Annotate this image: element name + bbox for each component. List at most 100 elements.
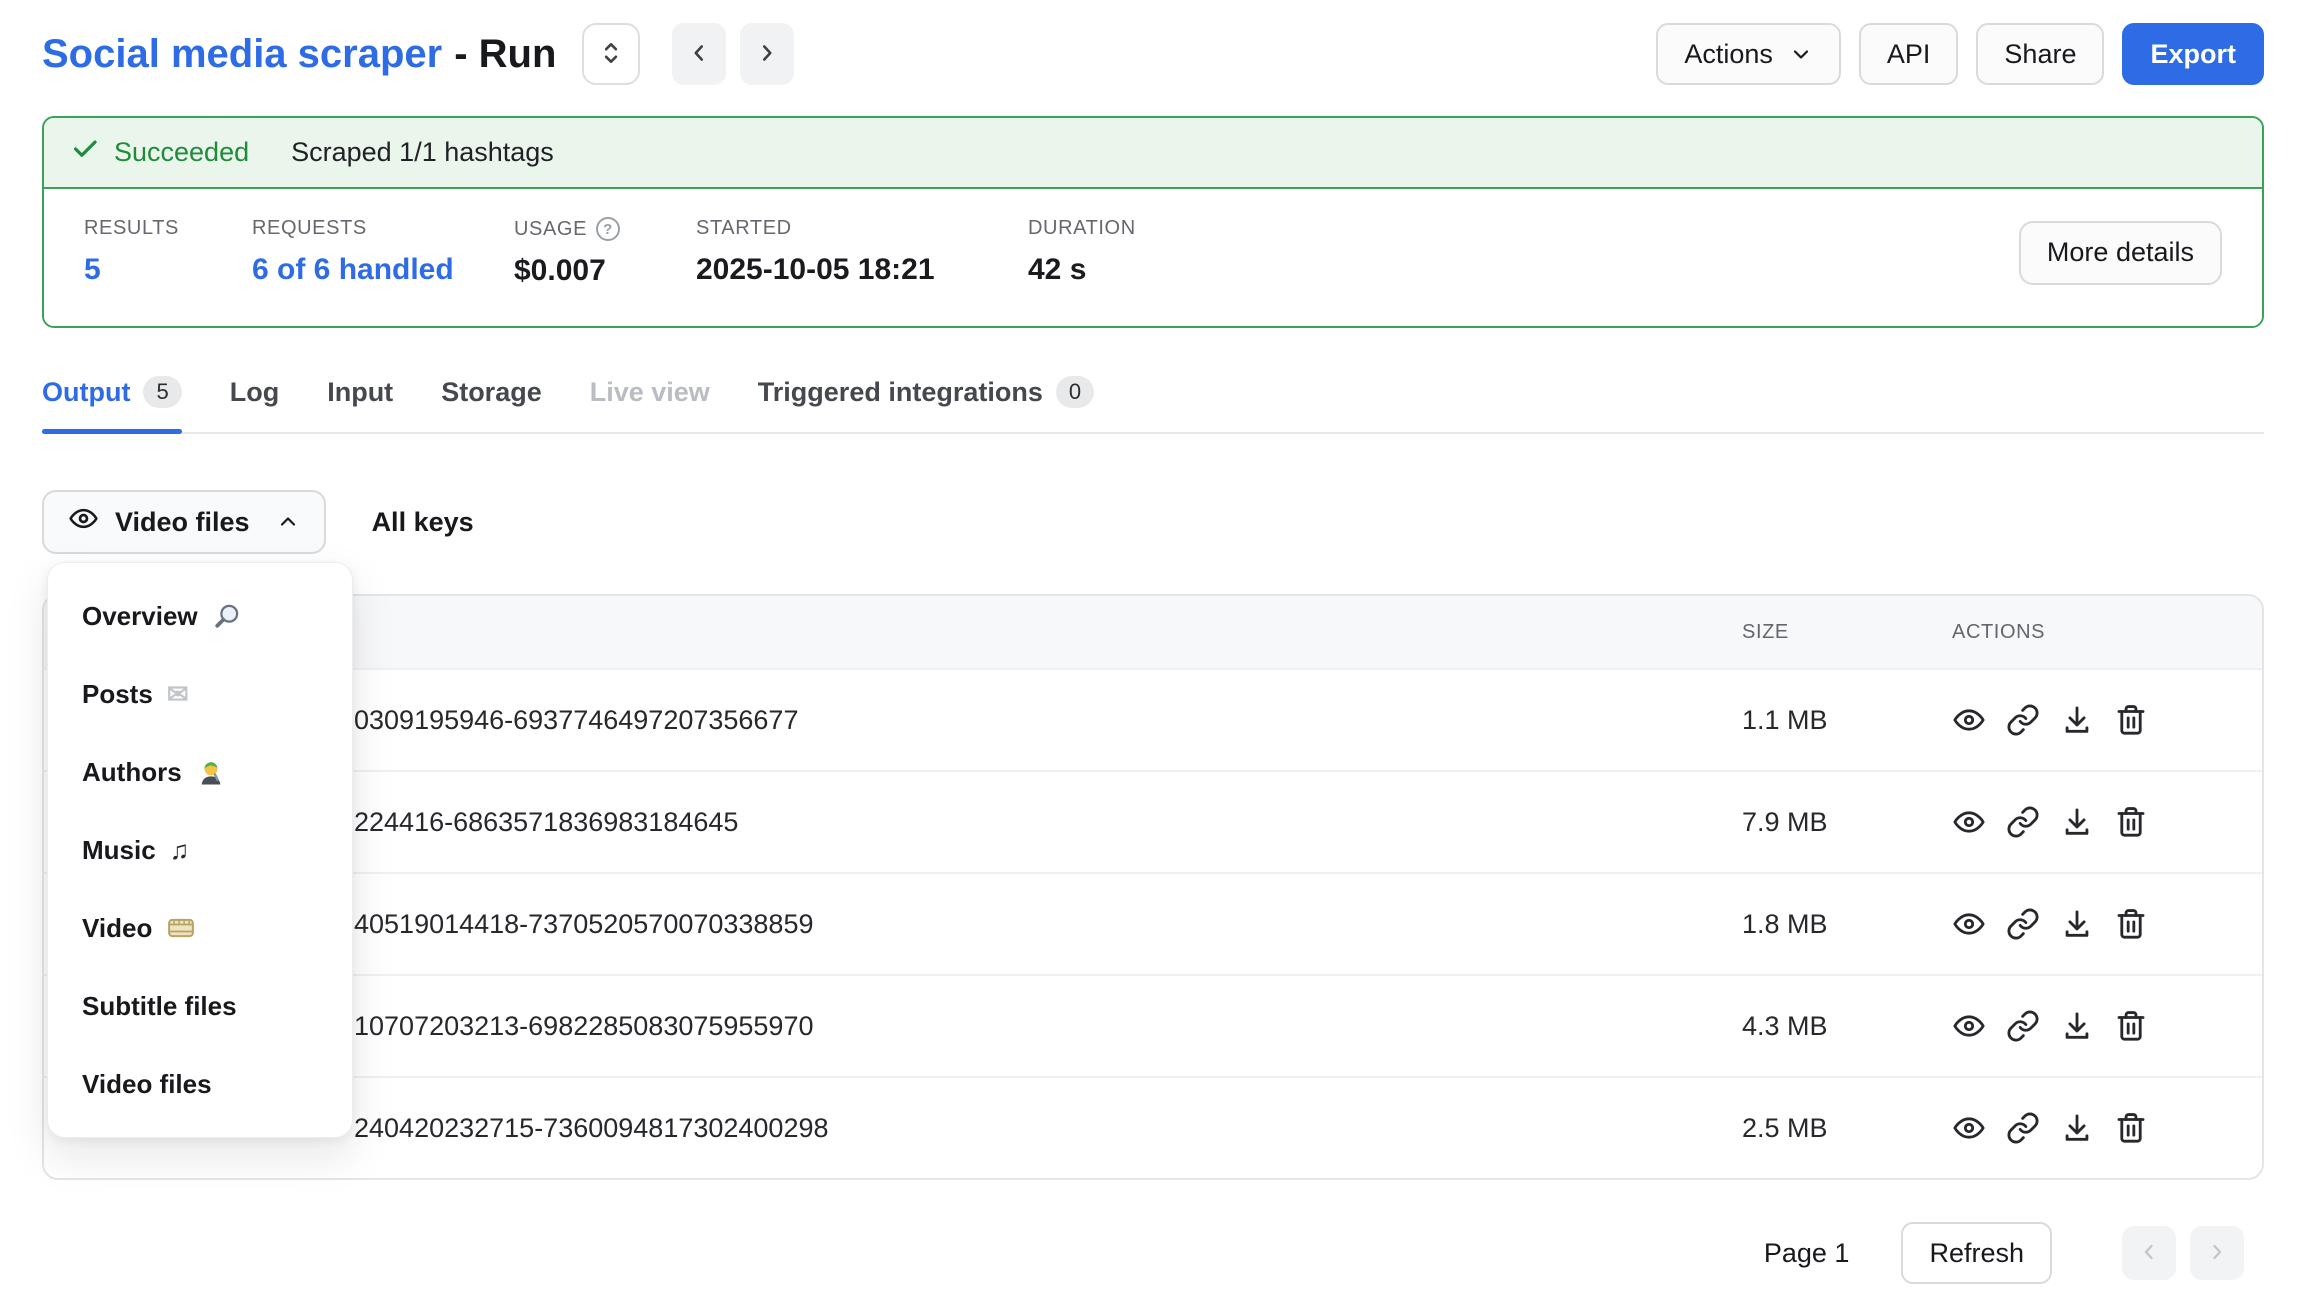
- copy-link-icon[interactable]: [2006, 1009, 2040, 1043]
- tab-storage-label: Storage: [441, 376, 542, 407]
- tab-live-view: Live view: [590, 376, 710, 432]
- dropdown-item-authors[interactable]: Authors: [48, 733, 352, 811]
- chevron-up-icon: [276, 510, 300, 534]
- run-selector-button[interactable]: [582, 23, 641, 85]
- tab-storage[interactable]: Storage: [441, 376, 542, 432]
- actions-menu-button[interactable]: Actions: [1656, 23, 1841, 85]
- eye-icon: [68, 503, 99, 541]
- preview-eye-icon[interactable]: [1952, 703, 1986, 737]
- dropdown-item-video-files[interactable]: Video files: [48, 1045, 352, 1123]
- delete-trash-icon[interactable]: [2114, 1009, 2148, 1043]
- tab-log[interactable]: Log: [230, 376, 279, 432]
- download-icon[interactable]: [2060, 703, 2094, 737]
- api-button[interactable]: API: [1858, 23, 1959, 85]
- tab-triggered-integrations-label: Triggered integrations: [757, 376, 1043, 407]
- output-toolbar: Video files All keys: [42, 490, 2264, 554]
- tab-triggered-integrations[interactable]: Triggered integrations 0: [757, 376, 1095, 432]
- copy-link-icon[interactable]: [2006, 907, 2040, 941]
- download-icon[interactable]: [2060, 1111, 2094, 1145]
- delete-trash-icon[interactable]: [2114, 1111, 2148, 1145]
- tab-output[interactable]: Output 5: [42, 376, 182, 434]
- next-run-button[interactable]: [740, 23, 795, 85]
- row-key: 10707203213-6982285083075955970: [354, 1010, 814, 1041]
- stat-usage-label: USAGE ?: [514, 217, 696, 241]
- stat-usage: USAGE ? $0.007: [514, 217, 696, 288]
- table-row: 40519014418-7370520570070338859 1.8 MB: [44, 872, 2262, 974]
- pagination-next-button[interactable]: [2190, 1226, 2244, 1280]
- stat-requests-value[interactable]: 6 of 6 handled: [252, 253, 454, 286]
- row-size: 2.5 MB: [1742, 1112, 1828, 1143]
- actions-label: Actions: [1684, 38, 1773, 69]
- tab-input-label: Input: [327, 376, 394, 407]
- table-row: 10707203213-6982285083075955970 4.3 MB: [44, 974, 2262, 1076]
- download-icon[interactable]: [2060, 907, 2094, 941]
- row-size: 7.9 MB: [1742, 806, 1828, 837]
- all-keys-link[interactable]: All keys: [371, 506, 474, 537]
- row-actions: [1952, 907, 2262, 941]
- run-tabs: Output 5 Log Input Storage Live view Tri…: [42, 376, 2264, 434]
- view-selector-button[interactable]: Video files: [42, 490, 326, 554]
- column-size-header: SIZE: [1742, 620, 1789, 643]
- run-stats: RESULTS 5 REQUESTS 6 of 6 handled USAGE …: [44, 189, 2262, 326]
- download-icon[interactable]: [2060, 805, 2094, 839]
- status-message: Scraped 1/1 hashtags: [291, 137, 554, 167]
- stat-results: RESULTS 5: [84, 217, 252, 287]
- chevron-left-icon: [2137, 1240, 2161, 1267]
- actor-name-link[interactable]: Social media scraper: [42, 31, 443, 76]
- stat-results-value[interactable]: 5: [84, 253, 101, 286]
- column-actions-header: ACTIONS: [1952, 620, 2046, 643]
- preview-eye-icon[interactable]: [1952, 1111, 1986, 1145]
- table-header: SIZE ACTIONS: [44, 596, 2262, 668]
- tab-output-badge: 5: [143, 376, 182, 408]
- dropdown-item-overview[interactable]: Overview: [48, 577, 352, 655]
- page-indicator: Page 1: [1763, 1237, 1850, 1268]
- page-title: Social media scraper - Run: [42, 32, 556, 77]
- tab-live-view-label: Live view: [589, 376, 710, 407]
- dropdown-item-video[interactable]: Video: [48, 889, 352, 967]
- row-size: 1.1 MB: [1742, 704, 1828, 735]
- previous-run-button[interactable]: [672, 23, 727, 85]
- copy-link-icon[interactable]: [2006, 805, 2040, 839]
- row-key: 224416-6863571836983184645: [354, 806, 739, 837]
- stat-results-label: RESULTS: [84, 217, 179, 239]
- dropdown-item-subtitle-files[interactable]: Subtitle files: [48, 967, 352, 1045]
- view-selector-label: Video files: [115, 506, 250, 537]
- row-size: 4.3 MB: [1742, 1010, 1828, 1041]
- status-state: Succeeded: [114, 137, 250, 167]
- copy-link-icon[interactable]: [2006, 703, 2040, 737]
- stat-usage-value: $0.007: [514, 254, 606, 287]
- delete-trash-icon[interactable]: [2114, 805, 2148, 839]
- preview-eye-icon[interactable]: [1952, 907, 1986, 941]
- stat-requests-label: REQUESTS: [252, 217, 367, 239]
- preview-eye-icon[interactable]: [1952, 805, 1986, 839]
- tab-input[interactable]: Input: [327, 376, 393, 432]
- dropdown-item-label: Posts: [82, 678, 153, 709]
- share-button[interactable]: Share: [1976, 23, 2105, 85]
- stat-started-label: STARTED: [696, 217, 792, 239]
- up-down-chevrons-icon: [598, 38, 624, 71]
- export-button[interactable]: Export: [2122, 23, 2264, 85]
- copy-link-icon[interactable]: [2006, 1111, 2040, 1145]
- preview-eye-icon[interactable]: [1952, 1009, 1986, 1043]
- dropdown-item-posts[interactable]: Posts ✉: [48, 655, 352, 733]
- chevron-down-icon: [1789, 42, 1813, 66]
- music-notes-emoji-icon: ♫: [169, 835, 190, 865]
- table-footer: Page 1 Refresh: [42, 1222, 2264, 1284]
- envelope-emoji-icon: ✉: [166, 679, 189, 709]
- delete-trash-icon[interactable]: [2114, 907, 2148, 941]
- chevron-right-icon: [754, 40, 780, 69]
- table-row: 0309195946-6937746497207356677 1.1 MB: [44, 668, 2262, 770]
- download-icon[interactable]: [2060, 1009, 2094, 1043]
- help-circle-icon[interactable]: ?: [596, 217, 621, 241]
- refresh-button[interactable]: Refresh: [1901, 1222, 2052, 1284]
- status-banner: Succeeded Scraped 1/1 hashtags: [44, 118, 2262, 189]
- more-details-button[interactable]: More details: [2018, 220, 2222, 285]
- delete-trash-icon[interactable]: [2114, 703, 2148, 737]
- pagination-previous-button[interactable]: [2122, 1226, 2176, 1280]
- row-size: 1.8 MB: [1742, 908, 1828, 939]
- check-icon: [70, 134, 100, 171]
- row-actions: [1952, 1111, 2262, 1145]
- dropdown-item-music[interactable]: Music ♫: [48, 811, 352, 889]
- chevron-right-icon: [2205, 1240, 2229, 1267]
- tab-triggered-integrations-badge: 0: [1055, 376, 1095, 408]
